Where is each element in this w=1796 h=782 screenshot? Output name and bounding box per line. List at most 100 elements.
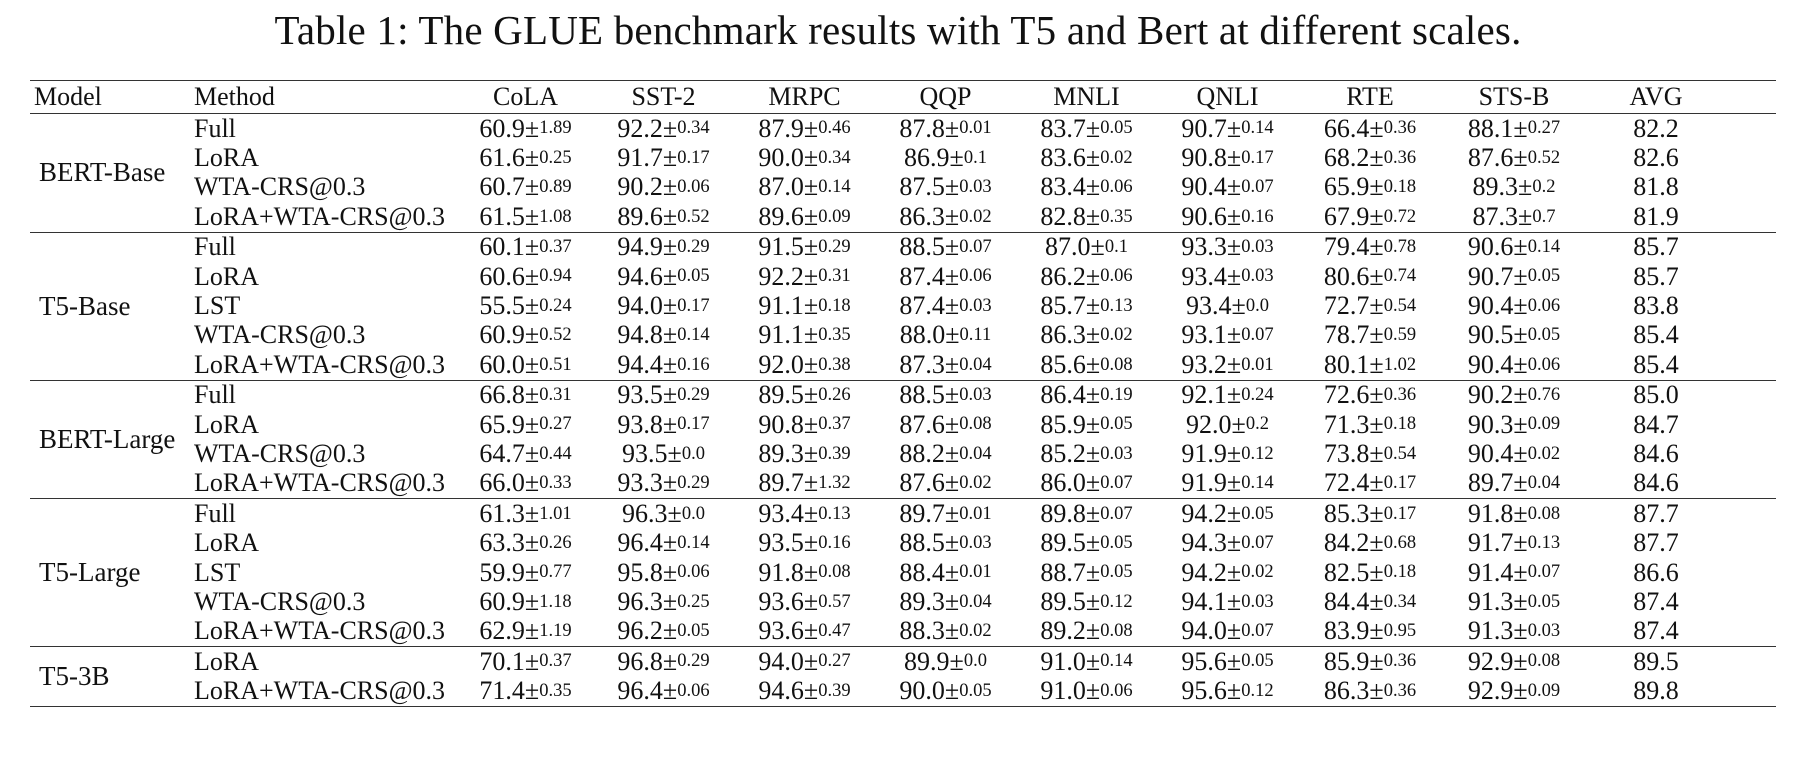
- score-mean: 87.3: [899, 349, 945, 379]
- score-cell: 91.4 ±0.07: [1442, 558, 1586, 587]
- score-mean: 96.4: [617, 528, 663, 558]
- score-cell: 90.7 ±0.05: [1442, 262, 1586, 291]
- plus-minus-sign: ±: [1369, 557, 1384, 587]
- score-mean: 90.5: [1467, 320, 1514, 350]
- score-cell: 92.2 ±0.34: [593, 114, 734, 143]
- score-mean: 59.9: [479, 557, 525, 587]
- header-mnli: MNLI: [1053, 82, 1120, 111]
- score-cell: 86.4 ±0.19: [1016, 381, 1157, 410]
- plus-minus-sign: ±: [803, 349, 819, 379]
- score-cell: 72.6 ±0.36: [1298, 381, 1442, 410]
- avg-cell: 86.6: [1633, 557, 1679, 587]
- plus-minus-sign: ±: [662, 291, 678, 321]
- score-cell: 71.3 ±0.18: [1298, 410, 1442, 439]
- score-cell: 71.4 ±0.35: [458, 676, 593, 705]
- table-row: LST 55.5 ±0.24 94.0 ±0.17 91.1 ±0.18 87.4 ±0.03 8…: [30, 291, 1776, 320]
- score-std: 0.59: [1383, 325, 1417, 346]
- score-cell: 88.7 ±0.05: [1016, 558, 1157, 587]
- score-cell: 88.4 ±0.01: [875, 558, 1016, 587]
- score-mean: 93.4: [1186, 291, 1232, 321]
- plus-minus-sign: ±: [1513, 586, 1528, 616]
- score-cell: 60.9 ±0.52: [458, 321, 593, 350]
- plus-minus-sign: ±: [1369, 320, 1384, 350]
- score-std: 0.35: [1100, 206, 1133, 227]
- score-std: 0.08: [818, 562, 851, 583]
- table-row: LoRA 61.6 ±0.25 91.7 ±0.17 90.0 ±0.34 86.9 ±0.1 8…: [30, 143, 1776, 172]
- score-cell: 87.0 ±0.14: [734, 173, 875, 202]
- score-std: 0.54: [1383, 295, 1417, 316]
- score-mean: 90.6: [1467, 232, 1514, 262]
- method-cell: LoRA+WTA-CRS@0.3: [194, 676, 446, 706]
- score-std: 0.03: [1241, 591, 1274, 612]
- score-cell: 66.0 ±0.33: [458, 469, 593, 498]
- method-cell: LoRA+WTA-CRS@0.3: [194, 201, 446, 231]
- plus-minus-sign: ±: [1085, 616, 1101, 646]
- score-mean: 88.5: [899, 232, 945, 262]
- score-cell: 86.3 ±0.36: [1298, 676, 1442, 705]
- score-cell: 90.8 ±0.17: [1157, 143, 1298, 172]
- score-mean: 94.9: [617, 232, 663, 262]
- score-mean: 86.3: [1323, 676, 1370, 706]
- score-std: 0.07: [1241, 177, 1274, 198]
- score-std: 0.05: [1527, 591, 1561, 612]
- score-cell: 94.2 ±0.02: [1157, 558, 1298, 587]
- score-std: 0.26: [539, 532, 572, 553]
- score-cell: 87.0 ±0.1: [1016, 233, 1157, 262]
- score-std: 0.08: [1527, 503, 1561, 524]
- score-cell: 92.0 ±0.38: [734, 350, 875, 379]
- score-cell: 85.7 ±0.13: [1016, 291, 1157, 320]
- score-std: 0.13: [1527, 532, 1561, 553]
- plus-minus-sign: ±: [944, 676, 960, 706]
- score-std: 0.02: [1241, 562, 1274, 583]
- score-std: 0.02: [1100, 147, 1133, 168]
- score-std: 0.17: [677, 295, 710, 316]
- plus-minus-sign: ±: [803, 586, 819, 616]
- score-cell: 96.3 ±0.0: [593, 499, 734, 528]
- plus-minus-sign: ±: [1085, 113, 1101, 143]
- score-std: 0.03: [1100, 443, 1133, 464]
- score-cell: 90.2 ±0.76: [1442, 381, 1586, 410]
- model-label: T5-Base: [39, 290, 131, 321]
- score-cell: 89.6 ±0.52: [593, 202, 734, 231]
- plus-minus-sign: ±: [667, 438, 682, 468]
- score-std: 0.14: [677, 532, 710, 553]
- score-mean: 94.2: [1181, 498, 1227, 528]
- header-qqp: QQP: [919, 82, 972, 111]
- header-model: Model: [34, 82, 102, 111]
- score-std: 0.26: [818, 384, 851, 405]
- score-std: 0.36: [1383, 680, 1417, 701]
- group-t5-large: Full 61.3 ±1.01 96.3 ±0.0 93.4 ±0.13 89.7 ±0.01 8…: [30, 498, 1776, 648]
- plus-minus-sign: ±: [1513, 498, 1528, 528]
- score-cell: 82.8 ±0.35: [1016, 202, 1157, 231]
- group-bert-large: Full 66.8 ±0.31 93.5 ±0.29 89.5 ±0.26 88.5 ±0.03…: [30, 381, 1776, 500]
- score-std: 0.14: [677, 325, 710, 346]
- score-cell: 65.9 ±0.27: [458, 410, 593, 439]
- plus-minus-sign: ±: [662, 261, 678, 291]
- score-mean: 85.6: [1040, 349, 1086, 379]
- table-row: WTA-CRS@0.3 60.9 ±1.18 96.3 ±0.25 93.6 ±0.57 89…: [30, 587, 1776, 616]
- score-std: 0.68: [1383, 532, 1417, 553]
- score-mean: 93.8: [617, 409, 663, 439]
- score-mean: 90.7: [1467, 261, 1514, 291]
- score-mean: 96.4: [617, 676, 663, 706]
- score-cell: 85.2 ±0.03: [1016, 439, 1157, 468]
- score-cell: 82.5 ±0.18: [1298, 558, 1442, 587]
- score-mean: 91.5: [758, 232, 804, 262]
- plus-minus-sign: ±: [524, 616, 540, 646]
- score-mean: 94.4: [617, 349, 663, 379]
- score-cell: 93.2 ±0.01: [1157, 350, 1298, 379]
- score-cell: 84.2 ±0.68: [1298, 528, 1442, 557]
- score-cell: 67.9 ±0.72: [1298, 202, 1442, 231]
- score-cell: 96.3 ±0.25: [593, 587, 734, 616]
- score-cell: 61.3 ±1.01: [458, 499, 593, 528]
- score-mean: 87.6: [899, 468, 945, 498]
- score-mean: 90.4: [1181, 172, 1227, 202]
- plus-minus-sign: ±: [803, 438, 819, 468]
- score-cell: 93.5 ±0.29: [593, 381, 734, 410]
- score-std: 0.31: [539, 384, 572, 405]
- score-mean: 93.3: [1181, 232, 1227, 262]
- score-std: 0.11: [959, 325, 992, 346]
- score-std: 0.06: [959, 266, 992, 287]
- table-header-row: Model Method CoLA SST-2 MRPC QQP MNLI QNLI RTE ST…: [30, 81, 1776, 114]
- score-mean: 87.6: [1467, 143, 1514, 173]
